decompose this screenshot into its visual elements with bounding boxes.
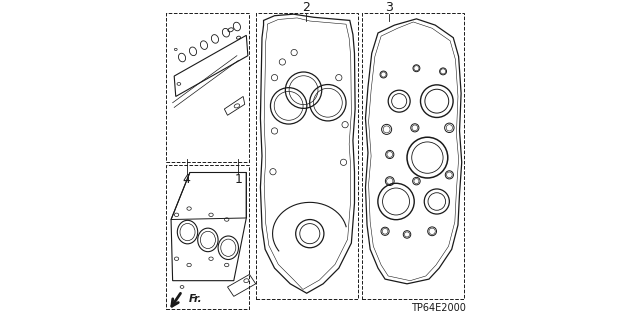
Text: 2: 2 [302,1,310,14]
Text: TP64E2000: TP64E2000 [411,303,466,313]
Text: Fr.: Fr. [189,293,203,304]
Text: 3: 3 [385,1,393,14]
Text: 4: 4 [183,173,191,186]
Text: 1: 1 [234,173,243,186]
